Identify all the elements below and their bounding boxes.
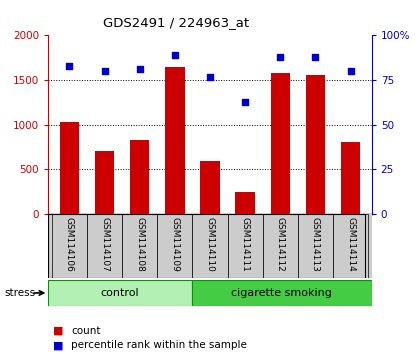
Bar <box>341 142 360 214</box>
Point <box>312 54 319 60</box>
Bar <box>236 192 255 214</box>
Bar <box>95 151 114 214</box>
Bar <box>200 161 220 214</box>
Bar <box>192 214 228 278</box>
Text: GSM114110: GSM114110 <box>205 217 215 272</box>
Bar <box>270 73 290 214</box>
Text: GSM114111: GSM114111 <box>241 217 249 272</box>
Text: GSM114109: GSM114109 <box>171 217 179 272</box>
Bar <box>306 75 325 214</box>
Bar <box>130 140 150 214</box>
Text: GSM114107: GSM114107 <box>100 217 109 272</box>
Text: GSM114108: GSM114108 <box>135 217 144 272</box>
Text: ■: ■ <box>52 340 63 350</box>
Text: GSM114112: GSM114112 <box>276 217 285 272</box>
Point <box>136 67 143 72</box>
Bar <box>192 280 372 306</box>
Point <box>171 52 178 58</box>
Text: count: count <box>71 326 101 336</box>
Bar <box>228 214 263 278</box>
Text: GSM114114: GSM114114 <box>346 217 355 272</box>
Point <box>66 63 73 69</box>
Bar <box>87 214 122 278</box>
Bar <box>48 280 192 306</box>
Text: GSM114113: GSM114113 <box>311 217 320 272</box>
Point <box>347 68 354 74</box>
Point <box>242 99 249 104</box>
Point <box>207 74 213 79</box>
Text: cigarette smoking: cigarette smoking <box>231 288 332 298</box>
Text: control: control <box>101 288 139 298</box>
Point <box>101 68 108 74</box>
Text: stress: stress <box>4 288 35 298</box>
Bar <box>333 214 368 278</box>
Bar <box>60 122 79 214</box>
Bar <box>263 214 298 278</box>
Text: percentile rank within the sample: percentile rank within the sample <box>71 340 247 350</box>
Text: GSM114106: GSM114106 <box>65 217 74 272</box>
Bar <box>52 214 87 278</box>
Bar <box>165 67 184 214</box>
Text: ■: ■ <box>52 326 63 336</box>
Bar <box>122 214 157 278</box>
Bar <box>157 214 192 278</box>
Bar <box>298 214 333 278</box>
Text: GDS2491 / 224963_at: GDS2491 / 224963_at <box>103 16 249 29</box>
Point <box>277 54 284 60</box>
